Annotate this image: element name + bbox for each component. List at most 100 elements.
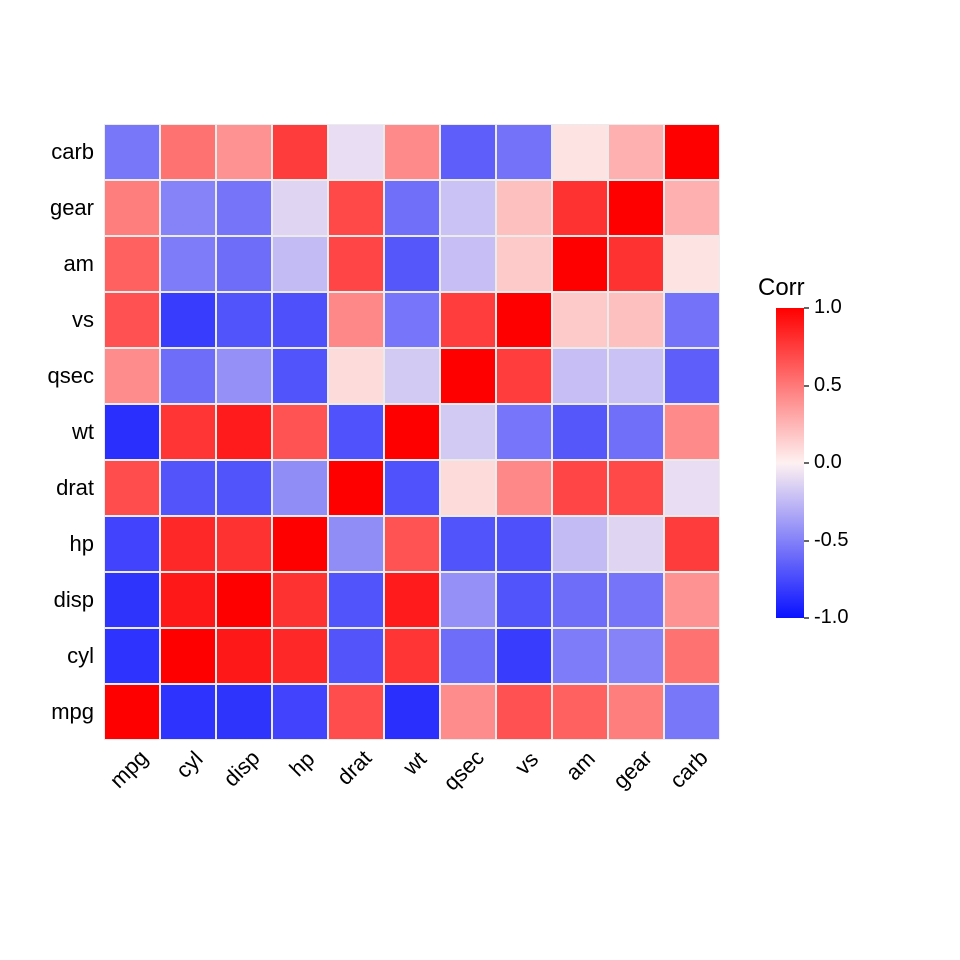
heatmap-cell <box>440 180 496 236</box>
heatmap-cell <box>552 404 608 460</box>
heatmap-cell <box>440 236 496 292</box>
heatmap-cell <box>664 572 720 628</box>
heatmap-cell <box>104 516 160 572</box>
heatmap-cell <box>552 236 608 292</box>
heatmap-cell <box>216 684 272 740</box>
heatmap-cell <box>328 180 384 236</box>
heatmap-cell <box>160 236 216 292</box>
heatmap-cell <box>104 348 160 404</box>
legend-tick-mark <box>804 617 809 619</box>
heatmap-cell <box>664 236 720 292</box>
heatmap-cell <box>272 292 328 348</box>
heatmap-cell <box>552 628 608 684</box>
heatmap-cell <box>384 180 440 236</box>
heatmap-cell <box>160 124 216 180</box>
heatmap-cell <box>160 404 216 460</box>
heatmap-cell <box>608 404 664 460</box>
heatmap-cell <box>384 292 440 348</box>
x-axis-label: carb <box>665 745 714 794</box>
heatmap-cell <box>440 292 496 348</box>
heatmap-cell <box>328 684 384 740</box>
heatmap-cell <box>272 180 328 236</box>
heatmap-cell <box>272 236 328 292</box>
heatmap-cell <box>104 180 160 236</box>
y-axis-label: mpg <box>51 699 94 725</box>
heatmap-cell <box>272 348 328 404</box>
heatmap-cell <box>608 180 664 236</box>
y-axis-label: vs <box>72 307 94 333</box>
y-axis-label: gear <box>50 195 94 221</box>
heatmap-cell <box>216 236 272 292</box>
heatmap-cell <box>104 460 160 516</box>
heatmap-cell <box>496 180 552 236</box>
heatmap-cell <box>272 124 328 180</box>
heatmap-cell <box>328 516 384 572</box>
heatmap-cell <box>608 684 664 740</box>
heatmap-cell <box>664 292 720 348</box>
y-axis-label: hp <box>70 531 94 557</box>
heatmap-cell <box>272 460 328 516</box>
x-axis-label: cyl <box>171 746 208 783</box>
heatmap-cell <box>608 628 664 684</box>
heatmap-cell <box>496 404 552 460</box>
heatmap-cell <box>664 404 720 460</box>
heatmap-cell <box>272 684 328 740</box>
heatmap-cell <box>440 124 496 180</box>
legend-title: Corr <box>758 274 805 302</box>
heatmap-cell <box>496 684 552 740</box>
y-axis-label: carb <box>51 139 94 165</box>
correlation-heatmap-figure: Corr 1.00.50.0-0.5-1.0 mpgcyldisphpdratw… <box>0 0 960 960</box>
heatmap-cell <box>552 572 608 628</box>
heatmap-cell <box>328 124 384 180</box>
heatmap-cell <box>216 180 272 236</box>
heatmap-cell <box>608 236 664 292</box>
heatmap-cell <box>272 628 328 684</box>
heatmap-cell <box>216 516 272 572</box>
heatmap-cell <box>440 628 496 684</box>
heatmap-cell <box>552 348 608 404</box>
heatmap-cell <box>104 124 160 180</box>
heatmap-cell <box>104 292 160 348</box>
heatmap-cell <box>384 124 440 180</box>
heatmap-cell <box>440 572 496 628</box>
y-axis-label: qsec <box>48 363 94 389</box>
heatmap-cell <box>104 236 160 292</box>
heatmap-cell <box>328 236 384 292</box>
heatmap-cell <box>552 180 608 236</box>
heatmap-cell <box>216 124 272 180</box>
x-axis-label: hp <box>284 746 320 782</box>
heatmap-cell <box>496 236 552 292</box>
y-axis-label: cyl <box>67 643 94 669</box>
y-axis-label: am <box>63 251 94 277</box>
legend-colorbar <box>776 308 804 618</box>
x-axis-label: mpg <box>105 745 154 794</box>
heatmap-cell <box>216 348 272 404</box>
heatmap-cell <box>384 460 440 516</box>
heatmap-grid <box>104 124 720 740</box>
y-axis-label: disp <box>54 587 94 613</box>
y-axis-label: wt <box>72 419 94 445</box>
legend-tick-label: 0.5 <box>814 374 842 397</box>
x-axis-label: vs <box>510 746 544 780</box>
legend-tick-label: 0.0 <box>814 451 842 474</box>
y-axis-label: drat <box>56 475 94 501</box>
heatmap-cell <box>216 292 272 348</box>
heatmap-cell <box>160 572 216 628</box>
heatmap-cell <box>272 516 328 572</box>
heatmap-cell <box>552 684 608 740</box>
heatmap-cell <box>216 404 272 460</box>
heatmap-cell <box>664 628 720 684</box>
heatmap-cell <box>384 572 440 628</box>
heatmap-cell <box>552 292 608 348</box>
heatmap-cell <box>496 124 552 180</box>
heatmap-cell <box>384 404 440 460</box>
heatmap-cell <box>440 516 496 572</box>
heatmap-cell <box>384 516 440 572</box>
heatmap-cell <box>608 124 664 180</box>
x-axis-label: wt <box>398 746 432 780</box>
x-axis-label: disp <box>218 745 265 792</box>
heatmap-cell <box>384 628 440 684</box>
heatmap-cell <box>328 292 384 348</box>
heatmap-cell <box>328 628 384 684</box>
heatmap-cell <box>328 572 384 628</box>
